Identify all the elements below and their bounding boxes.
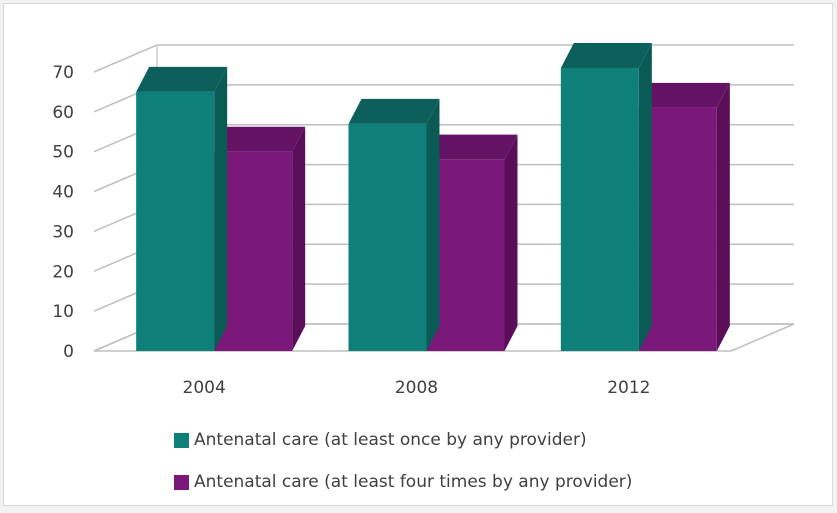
y-tick-label: 50 xyxy=(52,143,74,163)
bar-top-series-1 xyxy=(348,98,440,124)
chart-bars xyxy=(136,43,730,352)
y-tick-label: 0 xyxy=(63,342,74,362)
y-axis-ticks: 0 10 20 30 40 50 60 70 xyxy=(52,63,74,362)
x-tick-label: 2012 xyxy=(607,378,650,398)
y-tick-label: 30 xyxy=(52,222,74,242)
chart-plot: 0 10 20 30 40 50 60 70 2004 2008 2012 xyxy=(52,43,795,398)
bar-side-series-1 xyxy=(214,66,228,351)
chart-legend: Antenatal care (at least once by any pro… xyxy=(174,429,632,513)
x-tick-label: 2004 xyxy=(183,378,226,398)
bar-top-series-1 xyxy=(136,66,228,92)
bar-top-series-2 xyxy=(638,82,730,108)
bar-top-series-2 xyxy=(214,126,306,152)
x-axis-ticks: 2004 2008 2012 xyxy=(183,378,651,398)
bar-series-1-2012 xyxy=(560,68,639,351)
chart-area: 0 10 20 30 40 50 60 70 2004 2008 2012 Antenatal c… xyxy=(3,3,833,506)
legend-swatch-series-2 xyxy=(174,474,189,490)
legend-item-series-1: Antenatal care (at least once by any pro… xyxy=(174,429,632,451)
bar-side-series-2 xyxy=(504,134,518,351)
y-tick-label: 20 xyxy=(52,262,74,282)
y-tick-label: 70 xyxy=(52,63,74,83)
bar-side-series-2 xyxy=(292,126,306,351)
bar-side-series-1 xyxy=(638,43,652,352)
bar-side-series-1 xyxy=(426,98,440,351)
legend-label-series-1: Antenatal care (at least once by any pro… xyxy=(194,430,587,450)
y-tick-label: 10 xyxy=(52,302,74,322)
y-tick-label: 60 xyxy=(52,103,74,123)
bar-top-series-1 xyxy=(560,43,652,69)
bar-top-series-2 xyxy=(426,134,518,160)
bar-side-series-2 xyxy=(716,82,730,351)
x-tick-label: 2008 xyxy=(395,378,438,398)
bar-series-1-2008 xyxy=(348,123,427,351)
y-tick-label: 40 xyxy=(52,183,74,203)
legend-label-series-2: Antenatal care (at least four times by a… xyxy=(194,472,633,492)
legend-item-series-2: Antenatal care (at least four times by a… xyxy=(174,471,632,493)
bar-series-1-2004 xyxy=(136,91,215,351)
legend-swatch-series-1 xyxy=(174,432,189,448)
